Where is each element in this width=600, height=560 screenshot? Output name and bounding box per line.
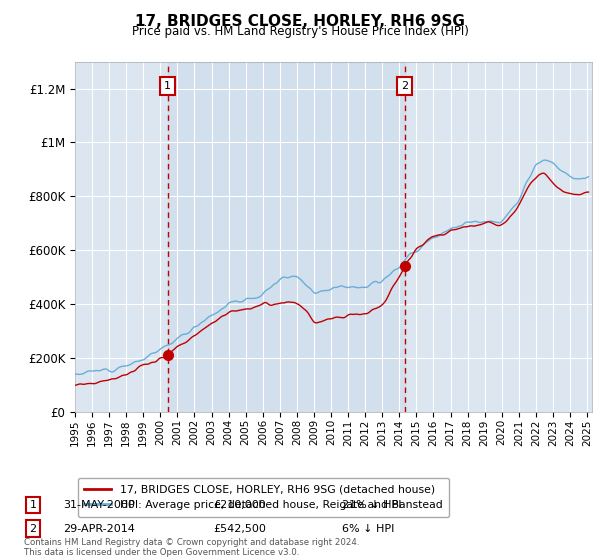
Legend: 17, BRIDGES CLOSE, HORLEY, RH6 9SG (detached house), HPI: Average price, detache: 17, BRIDGES CLOSE, HORLEY, RH6 9SG (deta… bbox=[78, 478, 449, 517]
Text: £542,500: £542,500 bbox=[213, 524, 266, 534]
Text: £210,000: £210,000 bbox=[213, 500, 266, 510]
Text: 1: 1 bbox=[29, 500, 37, 510]
Text: 2: 2 bbox=[29, 524, 37, 534]
Text: 1: 1 bbox=[164, 81, 171, 91]
Text: 17, BRIDGES CLOSE, HORLEY, RH6 9SG: 17, BRIDGES CLOSE, HORLEY, RH6 9SG bbox=[135, 14, 465, 29]
Text: 29-APR-2014: 29-APR-2014 bbox=[63, 524, 135, 534]
Bar bbox=[167, 62, 405, 412]
Text: 6% ↓ HPI: 6% ↓ HPI bbox=[342, 524, 394, 534]
Text: Contains HM Land Registry data © Crown copyright and database right 2024.
This d: Contains HM Land Registry data © Crown c… bbox=[24, 538, 359, 557]
Text: Price paid vs. HM Land Registry's House Price Index (HPI): Price paid vs. HM Land Registry's House … bbox=[131, 25, 469, 38]
Text: 31-MAY-2000: 31-MAY-2000 bbox=[63, 500, 135, 510]
Text: 21% ↓ HPI: 21% ↓ HPI bbox=[342, 500, 401, 510]
Text: 2: 2 bbox=[401, 81, 409, 91]
